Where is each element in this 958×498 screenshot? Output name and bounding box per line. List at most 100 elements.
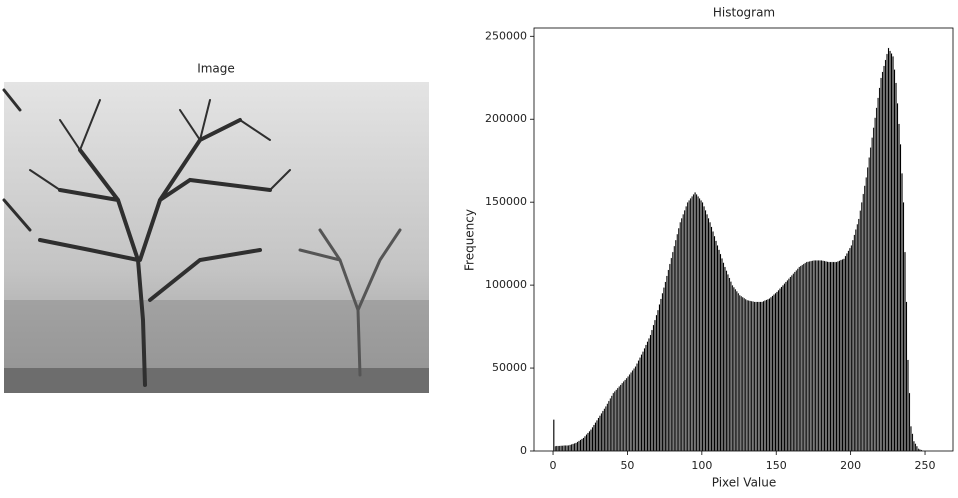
- bar: [831, 261, 833, 452]
- bar: [701, 202, 704, 452]
- bar: [914, 443, 917, 452]
- bar: [609, 398, 612, 452]
- bar: [723, 266, 726, 452]
- bar: [761, 301, 764, 452]
- bar: [782, 284, 784, 452]
- bar: [622, 381, 625, 452]
- bar: [555, 445, 558, 452]
- bar: [796, 268, 799, 452]
- bar: [560, 445, 563, 452]
- bar: [912, 440, 915, 452]
- bar: [746, 299, 749, 452]
- bar: [694, 192, 697, 452]
- bar: [561, 445, 564, 452]
- bar: [783, 283, 786, 452]
- bar: [801, 264, 804, 452]
- bar: [747, 300, 750, 452]
- bar: [793, 271, 796, 452]
- chart-title: Histogram: [713, 6, 775, 20]
- bar: [596, 419, 598, 452]
- bar: [734, 288, 737, 452]
- bar: [642, 351, 644, 452]
- bar: [837, 261, 839, 452]
- bar: [743, 297, 746, 452]
- bar: [601, 410, 604, 452]
- bar: [905, 301, 908, 452]
- bar: [874, 117, 877, 452]
- bar: [777, 289, 780, 452]
- y-tick-label: 0: [520, 444, 527, 457]
- bar: [848, 247, 851, 452]
- bar: [909, 425, 912, 452]
- bar: [722, 262, 725, 452]
- bar: [695, 194, 698, 452]
- bar: [892, 56, 894, 452]
- bar: [643, 347, 646, 452]
- bar: [826, 261, 829, 452]
- bar: [691, 196, 694, 452]
- y-tick-label: 200000: [485, 112, 527, 125]
- bar: [740, 295, 743, 452]
- bar: [729, 281, 732, 452]
- bar: [765, 299, 768, 452]
- bar: [616, 387, 619, 452]
- bar: [712, 231, 714, 452]
- bar: [915, 445, 918, 452]
- bar: [566, 445, 569, 452]
- bar: [590, 429, 592, 452]
- bar: [866, 167, 869, 452]
- bar: [784, 281, 787, 452]
- bar: [731, 284, 734, 452]
- bar: [567, 445, 570, 452]
- bar: [752, 301, 755, 452]
- bar: [819, 260, 822, 452]
- x-tick-label: 250: [915, 459, 936, 472]
- bar: [719, 253, 722, 452]
- bar: [628, 374, 631, 452]
- bar: [674, 239, 677, 452]
- bar: [774, 292, 777, 452]
- bar: [732, 286, 735, 452]
- bar: [792, 273, 795, 452]
- bar: [880, 77, 883, 452]
- bar: [899, 143, 902, 452]
- bar: [847, 250, 850, 452]
- bar: [829, 261, 832, 452]
- bar: [822, 260, 825, 452]
- bar: [902, 202, 905, 452]
- bar: [834, 261, 836, 452]
- bar: [662, 287, 665, 452]
- bar: [649, 334, 652, 452]
- y-tick-label: 150000: [485, 195, 527, 208]
- bar: [552, 419, 555, 452]
- bar: [813, 260, 816, 452]
- bar: [896, 102, 899, 452]
- bar: [718, 249, 720, 452]
- bar: [584, 435, 586, 452]
- bar: [756, 301, 759, 452]
- bar: [878, 87, 881, 452]
- bar: [816, 260, 819, 452]
- bar: [604, 406, 607, 452]
- bar: [625, 377, 628, 452]
- x-tick-label: 200: [840, 459, 861, 472]
- bar: [655, 314, 658, 452]
- bar: [863, 185, 866, 452]
- bar: [654, 319, 656, 452]
- bar: [890, 53, 893, 452]
- bar: [869, 147, 872, 452]
- bar: [575, 442, 578, 452]
- bar: [639, 357, 642, 452]
- bar: [679, 221, 682, 452]
- bar: [865, 177, 868, 452]
- bar: [767, 298, 769, 452]
- bar: [664, 281, 667, 452]
- bar: [845, 253, 848, 452]
- bar: [843, 258, 845, 452]
- bar: [715, 240, 717, 452]
- y-tick-label: 100000: [485, 278, 527, 291]
- bar: [911, 433, 914, 452]
- x-tick-label: 0: [550, 459, 557, 472]
- bar: [670, 257, 673, 452]
- bar: [884, 59, 887, 452]
